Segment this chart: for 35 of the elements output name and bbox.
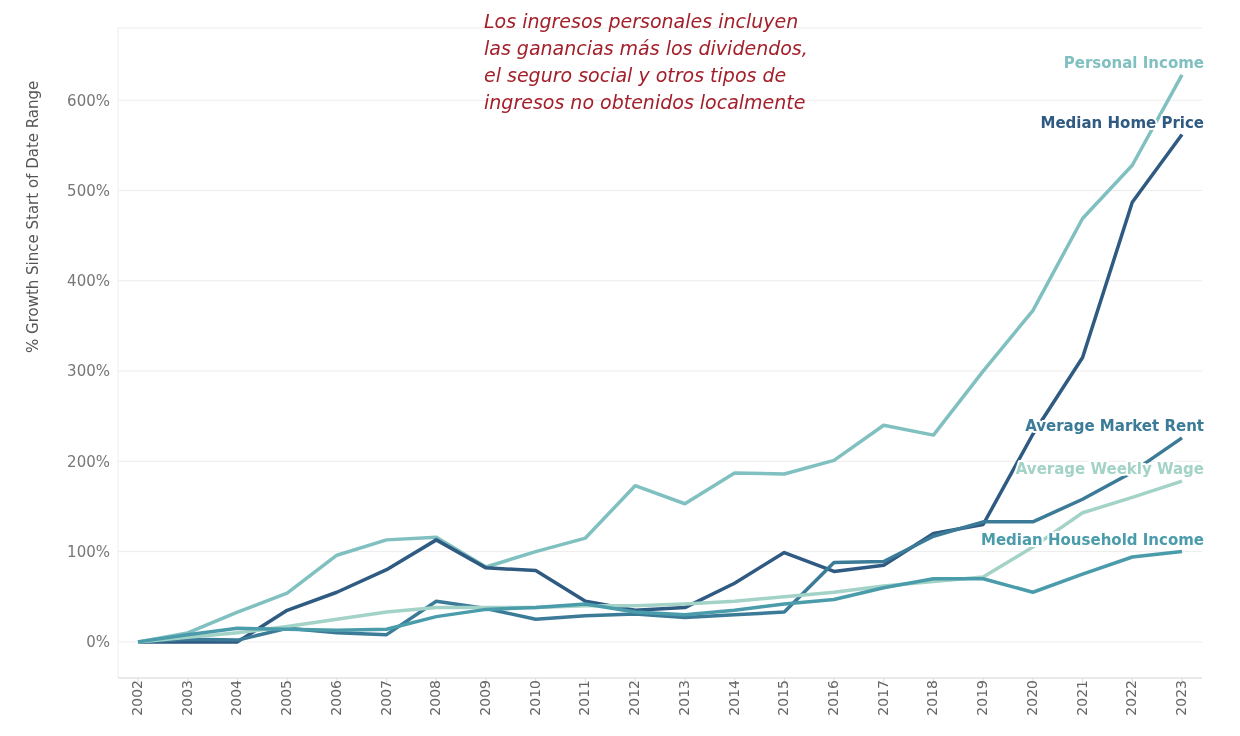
x-tick-label: 2015 — [775, 680, 792, 716]
x-tick-label: 2014 — [725, 679, 742, 716]
y-axis-title: % Growth Since Start of Date Range — [24, 80, 43, 353]
x-tick-label: 2004 — [228, 679, 245, 716]
x-tick-label: 2022 — [1123, 680, 1140, 716]
x-tick-label: 2016 — [824, 679, 841, 716]
x-tick-label: 2009 — [476, 680, 493, 716]
x-tick-label: 2019 — [974, 680, 991, 716]
x-tick-label: 2023 — [1172, 680, 1189, 716]
x-tick-label: 2006 — [327, 679, 344, 716]
y-tick-label: 500% — [67, 181, 110, 200]
y-tick-label: 0% — [86, 633, 110, 652]
series-label: Median Home Price — [1040, 113, 1204, 132]
x-tick-label: 2010 — [526, 680, 543, 716]
x-tick-label: 2005 — [278, 680, 295, 716]
x-tick-label: 2021 — [1073, 680, 1090, 716]
y-tick-label: 200% — [67, 452, 110, 471]
annotation: Los ingresos personales incluyen las ganancias más los dividendos, el seguro social y otros tipos de ingresos no obtenidos localmente — [484, 9, 808, 115]
x-tick-label: 2007 — [377, 680, 394, 716]
x-tick-label: 2011 — [576, 680, 593, 716]
y-tick-label: 300% — [67, 362, 110, 381]
x-tick-label: 2013 — [675, 680, 692, 716]
y-tick-label: 400% — [67, 272, 110, 291]
x-tick-label: 2008 — [427, 680, 444, 716]
x-tick-label: 2002 — [128, 680, 145, 716]
series-label: Personal Income — [1063, 53, 1204, 72]
x-tick-label: 2003 — [178, 680, 195, 716]
x-tick-label: 2018 — [924, 680, 941, 716]
y-tick-label: 100% — [67, 542, 110, 561]
y-tick-label: 600% — [67, 91, 110, 110]
x-tick-label: 2012 — [626, 680, 643, 716]
x-tick-label: 2017 — [874, 680, 891, 716]
x-tick-label: 2020 — [1023, 680, 1040, 716]
series-label: Median Household Income — [981, 530, 1204, 549]
line-series — [136, 549, 1184, 644]
